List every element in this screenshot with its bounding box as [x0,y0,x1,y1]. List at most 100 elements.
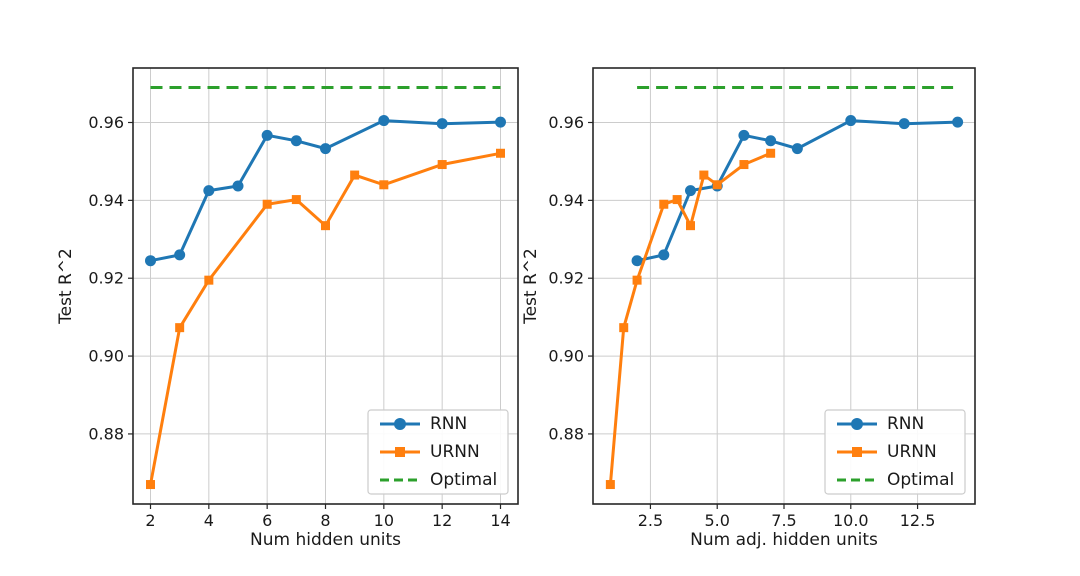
y-axis-label: Test R^2 [56,248,76,325]
chart-right: 2.5 5.0 7.5 10.0 12.5 0.88 0.90 0.92 0.94 0.96 Num… [521,67,976,550]
data-point-urnn [712,180,722,190]
series-markers-urnn [146,148,505,490]
y-tick-label: 0.96 [88,113,124,132]
legend-entry-optimal: Optimal [837,470,954,490]
x-tick-label: 12.5 [900,511,936,530]
data-point-urnn [739,160,749,170]
data-point-urnn [146,480,155,490]
x-tick-label: 10 [374,511,394,530]
data-point-rnn [898,118,910,130]
y-tick-label: 0.94 [88,191,124,210]
x-axis-label: Num adj. hidden units [690,530,878,550]
legend-entry-rnn: RNN [380,414,467,434]
x-tick-label: 7.5 [771,511,796,530]
data-point-rnn [320,143,331,155]
legend-label: Optimal [887,470,954,490]
series-markers-rnn [145,115,506,267]
x-tick-label: 12 [432,511,452,530]
data-point-rnn [232,180,244,192]
x-tick-labels: 2 4 6 8 10 12 14 [145,504,511,530]
series-markers-rnn [631,115,964,267]
data-point-urnn [699,170,709,180]
data-point-rnn [174,249,186,261]
series-markers-urnn [605,148,776,490]
data-point-rnn [145,255,156,267]
data-point-urnn [437,160,447,170]
data-point-rnn [658,249,670,261]
data-point-rnn [378,115,390,127]
legend-entry-optimal: Optimal [380,470,497,490]
data-point-rnn [685,185,697,197]
data-point-urnn [496,148,505,158]
data-point-urnn [175,323,185,333]
series-line-urnn [149,151,501,485]
legend-entry-rnn: RNN [837,414,924,434]
data-point-rnn [290,135,302,147]
x-tick-label: 5.0 [704,511,729,530]
legend-label: Optimal [430,470,497,490]
legend-box [824,409,966,495]
y-tick-label: 0.92 [88,269,124,288]
legend-marker-circle [851,418,863,430]
y-tick-label: 0.90 [88,347,124,366]
legend-label: RNN [887,414,924,434]
legend-box [367,409,509,495]
data-point-urnn [291,195,301,205]
data-point-rnn [261,129,273,141]
data-point-rnn [203,185,215,197]
series-line-rnn [636,119,958,263]
legend-marker-square [852,447,862,457]
x-tick-labels: 2.5 5.0 7.5 10.0 12.5 [638,504,936,530]
data-point-urnn [619,323,629,333]
legend-label: URNN [430,442,480,462]
y-tick-label: 0.96 [548,113,584,132]
series-line-urnn [608,151,772,485]
data-point-urnn [632,275,642,285]
data-point-urnn [766,148,776,158]
legend: RNN URNN Optimal [367,409,509,495]
x-tick-label: 6 [262,511,272,530]
data-point-urnn [262,199,272,209]
data-point-urnn [350,170,360,180]
y-tick-labels: 0.88 0.90 0.92 0.94 0.96 [548,113,593,443]
data-point-rnn [765,135,777,147]
data-point-rnn [495,116,506,128]
legend-label: RNN [430,414,467,434]
x-axis-label: Num hidden units [250,530,401,550]
x-tick-label: 10.0 [833,511,869,530]
y-axis-label: Test R^2 [521,248,541,325]
data-point-rnn [845,115,857,127]
y-tick-labels: 0.88 0.90 0.92 0.94 0.96 [88,113,133,443]
data-point-urnn [672,195,682,205]
chart-left: 2 4 6 8 10 12 14 0.88 0.90 0.92 0.94 0.96 Num hidden… [56,67,519,550]
x-tick-label: 4 [204,511,214,530]
y-tick-label: 0.92 [548,269,584,288]
x-tick-label: 2.5 [638,511,663,530]
y-tick-label: 0.88 [88,424,124,443]
data-point-urnn [686,221,696,231]
series-line-rnn [150,119,501,263]
data-point-rnn [952,116,964,128]
x-tick-label: 8 [320,511,330,530]
data-point-rnn [631,255,643,267]
legend-marker-circle [394,418,406,430]
data-point-rnn [791,143,803,155]
data-point-rnn [436,118,448,130]
legend: RNN URNN Optimal [824,409,966,495]
data-point-urnn [379,180,389,190]
x-tick-label: 2 [145,511,155,530]
data-point-urnn [321,221,330,231]
y-tick-label: 0.94 [548,191,584,210]
data-point-urnn [659,199,669,209]
data-point-rnn [738,129,750,141]
y-tick-label: 0.88 [548,424,584,443]
y-tick-label: 0.90 [548,347,584,366]
x-tick-label: 14 [490,511,510,530]
data-point-urnn [605,480,615,490]
data-point-urnn [204,275,214,285]
legend-entry-urnn: URNN [837,442,937,462]
legend-entry-urnn: URNN [380,442,480,462]
legend-marker-square [395,447,405,457]
